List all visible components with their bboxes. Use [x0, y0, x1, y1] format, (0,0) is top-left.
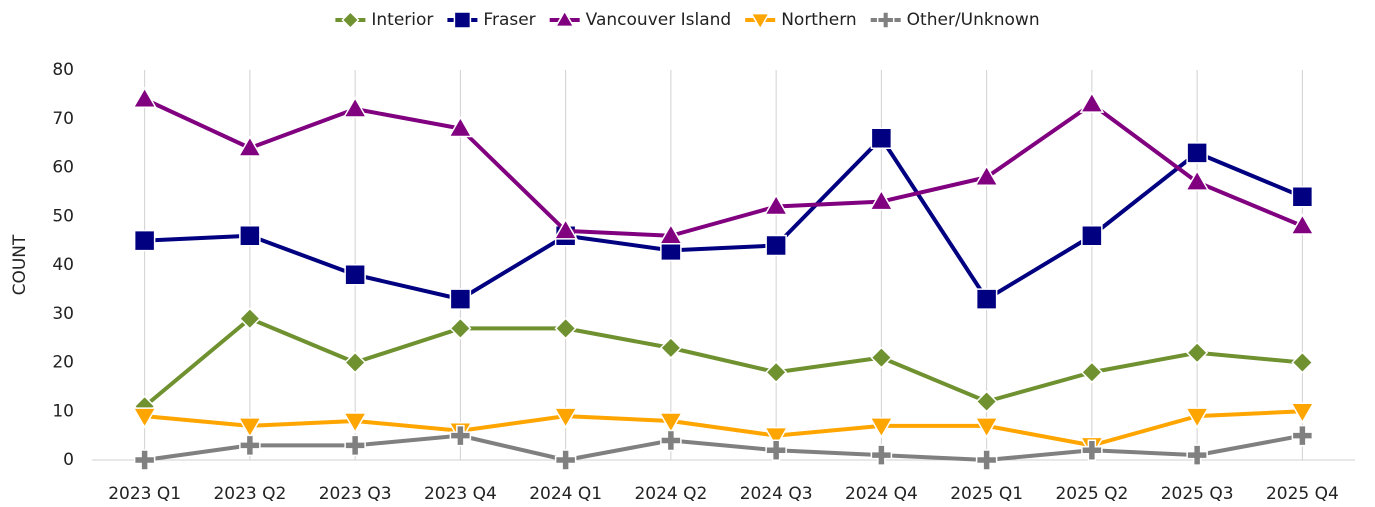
x-tick-label: 2024 Q4: [845, 484, 918, 504]
marker: [974, 164, 999, 186]
x-tick-label: 2024 Q2: [634, 484, 707, 504]
marker: [870, 444, 893, 466]
marker: [554, 317, 577, 340]
marker: [132, 407, 157, 429]
marker: [239, 225, 261, 247]
marker: [1080, 361, 1103, 384]
y-tick-label: 40: [52, 255, 74, 275]
marker: [133, 449, 156, 471]
marker: [660, 429, 682, 452]
marker: [658, 412, 684, 434]
legend: Interior Fraser Vancouver Island Northern Ot…: [335, 9, 1040, 31]
y-tick-label: 30: [52, 304, 74, 324]
marker: [449, 424, 472, 447]
marker: [344, 434, 366, 457]
marker: [765, 439, 787, 461]
x-tick-label: 2023 Q1: [108, 484, 181, 504]
marker: [1290, 213, 1315, 235]
series-line: [144, 409, 1303, 448]
marker: [344, 264, 366, 286]
marker: [448, 116, 473, 138]
marker: [975, 449, 998, 471]
legend-label: Fraser: [483, 10, 535, 30]
y-tick-label: 60: [52, 158, 74, 178]
y-axis-label: COUNT: [10, 234, 30, 295]
series-line: [144, 433, 1303, 462]
marker: [1184, 169, 1210, 191]
marker: [1290, 402, 1315, 424]
marker: [750, 12, 771, 31]
series-line: [143, 316, 1303, 408]
marker: [449, 317, 472, 340]
marker: [870, 127, 893, 149]
marker: [765, 234, 787, 257]
x-tick-label: 2024 Q1: [529, 484, 602, 504]
x-tick-label: 2025 Q3: [1161, 484, 1234, 504]
x-tick-label: 2023 Q4: [424, 484, 497, 504]
marker: [237, 135, 263, 157]
legend-label: Interior: [371, 10, 433, 30]
x-tick-label: 2023 Q3: [319, 484, 392, 504]
marker: [237, 417, 263, 439]
x-tick-label: 2025 Q1: [950, 484, 1023, 504]
marker: [1079, 91, 1105, 113]
marker: [974, 417, 999, 439]
marker: [553, 218, 578, 240]
marker: [869, 189, 894, 211]
marker: [1081, 225, 1103, 247]
marker: [1291, 424, 1314, 447]
marker: [342, 96, 368, 118]
marker: [342, 412, 368, 434]
y-tick-label: 50: [52, 206, 74, 226]
marker: [239, 434, 261, 457]
marker: [1291, 351, 1314, 374]
marker: [658, 223, 684, 245]
series-line: [144, 136, 1304, 302]
series-line: [143, 97, 1304, 238]
marker: [765, 361, 788, 384]
y-tick-label: 20: [52, 353, 74, 373]
y-tick-label: 10: [52, 401, 74, 421]
marker: [453, 11, 472, 29]
marker: [870, 346, 893, 369]
marker: [975, 288, 998, 310]
legend-label: Vancouver Island: [586, 10, 732, 30]
x-tick-label: 2025 Q4: [1266, 484, 1339, 504]
y-tick-label: 80: [52, 60, 74, 80]
marker: [554, 9, 575, 28]
x-tick-label: 2025 Q2: [1055, 484, 1128, 504]
marker: [876, 11, 895, 29]
marker: [869, 417, 894, 439]
marker: [132, 86, 157, 108]
marker: [1291, 186, 1314, 208]
x-tick-label: 2024 Q3: [740, 484, 813, 504]
legend-label: Northern: [781, 10, 856, 30]
marker: [1186, 142, 1208, 164]
legend-label: Other/Unknown: [907, 10, 1040, 30]
marker: [763, 194, 789, 216]
marker: [1186, 444, 1208, 466]
y-tick-label: 70: [52, 109, 74, 129]
marker: [1186, 341, 1209, 364]
marker: [763, 426, 789, 449]
x-tick-label: 2023 Q2: [213, 484, 286, 504]
marker: [449, 288, 472, 310]
marker: [1184, 407, 1210, 429]
marker: [1081, 439, 1103, 461]
marker: [659, 336, 682, 359]
marker: [553, 407, 578, 429]
marker: [344, 351, 367, 374]
marker: [133, 229, 156, 252]
marker: [341, 10, 360, 30]
marker: [238, 307, 261, 330]
y-tick-label: 0: [63, 450, 74, 470]
marker: [554, 449, 577, 471]
marker: [975, 390, 998, 413]
